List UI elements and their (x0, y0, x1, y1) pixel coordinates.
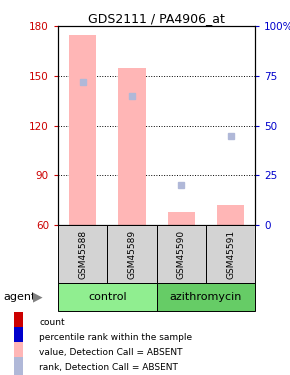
Bar (14, 357, 23, 375)
Bar (14, 312, 23, 333)
Title: GDS2111 / PA4906_at: GDS2111 / PA4906_at (88, 12, 225, 25)
Bar (168, 212, 195, 225)
Text: agent: agent (3, 292, 35, 302)
Bar (14, 327, 23, 348)
Text: percentile rank within the sample: percentile rank within the sample (39, 333, 193, 342)
Text: GSM45589: GSM45589 (127, 230, 137, 279)
Text: count: count (39, 318, 65, 327)
Text: ▶: ▶ (33, 291, 43, 304)
Bar (157, 225, 206, 283)
Text: GSM45591: GSM45591 (226, 230, 235, 279)
Bar (206, 225, 255, 283)
Text: GSM45588: GSM45588 (78, 230, 87, 279)
Text: value, Detection Call = ABSENT: value, Detection Call = ABSENT (39, 348, 183, 357)
Bar (118, 68, 146, 225)
Text: control: control (88, 292, 127, 302)
Bar (58, 225, 107, 283)
Text: rank, Detection Call = ABSENT: rank, Detection Call = ABSENT (39, 363, 178, 372)
Text: GSM45590: GSM45590 (177, 230, 186, 279)
Bar (217, 205, 244, 225)
Bar (69, 34, 96, 225)
Bar (157, 283, 255, 311)
Text: azithromycin: azithromycin (170, 292, 242, 302)
Bar (14, 342, 23, 363)
Bar (107, 225, 157, 283)
Bar (58, 283, 157, 311)
